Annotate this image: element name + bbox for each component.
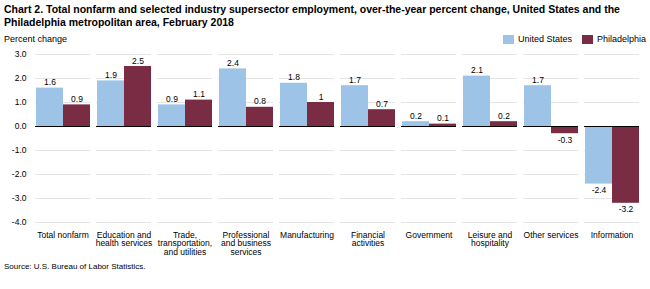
svg-text:2.5: 2.5 [132, 56, 144, 66]
svg-text:1: 1 [319, 92, 324, 102]
svg-text:-3.2: -3.2 [619, 205, 634, 215]
svg-text:Leisure andhospitality: Leisure andhospitality [468, 230, 513, 249]
svg-text:2.4: 2.4 [227, 58, 239, 68]
svg-text:1.0: 1.0 [15, 97, 27, 107]
svg-text:Other services: Other services [524, 230, 579, 240]
html-text:Chart 2. Total nonfarm and sel: Chart 2. Total nonfarm and selected indu… [4, 3, 620, 29]
svg-text:Government: Government [406, 230, 453, 240]
svg-text:-2.4: -2.4 [592, 185, 607, 195]
svg-text:0.0: 0.0 [15, 121, 27, 131]
svg-text:0.1: 0.1 [437, 113, 449, 123]
svg-text:1.1: 1.1 [193, 89, 205, 99]
svg-text:1.7: 1.7 [349, 75, 361, 85]
svg-text:0.2: 0.2 [410, 111, 422, 121]
svg-text:2.1: 2.1 [471, 65, 483, 75]
svg-text:Education andhealth services: Education andhealth services [96, 230, 153, 249]
svg-text:Financialactivities: Financialactivities [351, 230, 385, 249]
svg-text:0.9: 0.9 [166, 94, 178, 104]
svg-text:-3.0: -3.0 [12, 193, 27, 203]
svg-text:-2.0: -2.0 [12, 169, 27, 179]
svg-text:0.7: 0.7 [376, 99, 388, 109]
svg-text:0.9: 0.9 [71, 94, 83, 104]
svg-text:2.0: 2.0 [15, 73, 27, 83]
svg-text:Trade,transportation,and utili: Trade,transportation,and utilities [158, 230, 212, 257]
svg-text:1.7: 1.7 [532, 75, 544, 85]
html-text:Percent change: Percent change [4, 34, 67, 45]
svg-text:Manufacturing: Manufacturing [280, 230, 334, 240]
svg-text:0.8: 0.8 [254, 97, 266, 107]
svg-text:Information: Information [591, 230, 634, 240]
svg-text:0.2: 0.2 [498, 111, 510, 121]
svg-text:1.6: 1.6 [44, 77, 56, 87]
svg-text:Professionaland businessservic: Professionaland businessservices [221, 230, 271, 257]
svg-text:1.9: 1.9 [105, 70, 117, 80]
svg-text:Total nonfarm: Total nonfarm [37, 230, 89, 240]
svg-text:1.8: 1.8 [288, 73, 300, 83]
svg-text:-4.0: -4.0 [12, 217, 27, 227]
svg-text:-1.0: -1.0 [12, 145, 27, 155]
svg-text:3.0: 3.0 [15, 49, 27, 59]
html-text:Source: U.S. Bureau of Labor S: Source: U.S. Bureau of Labor Statistics. [4, 262, 146, 272]
html-text:Philadelphia: Philadelphia [597, 34, 646, 45]
html-text:United States: United States [517, 34, 572, 45]
svg-text:-0.3: -0.3 [558, 135, 573, 145]
